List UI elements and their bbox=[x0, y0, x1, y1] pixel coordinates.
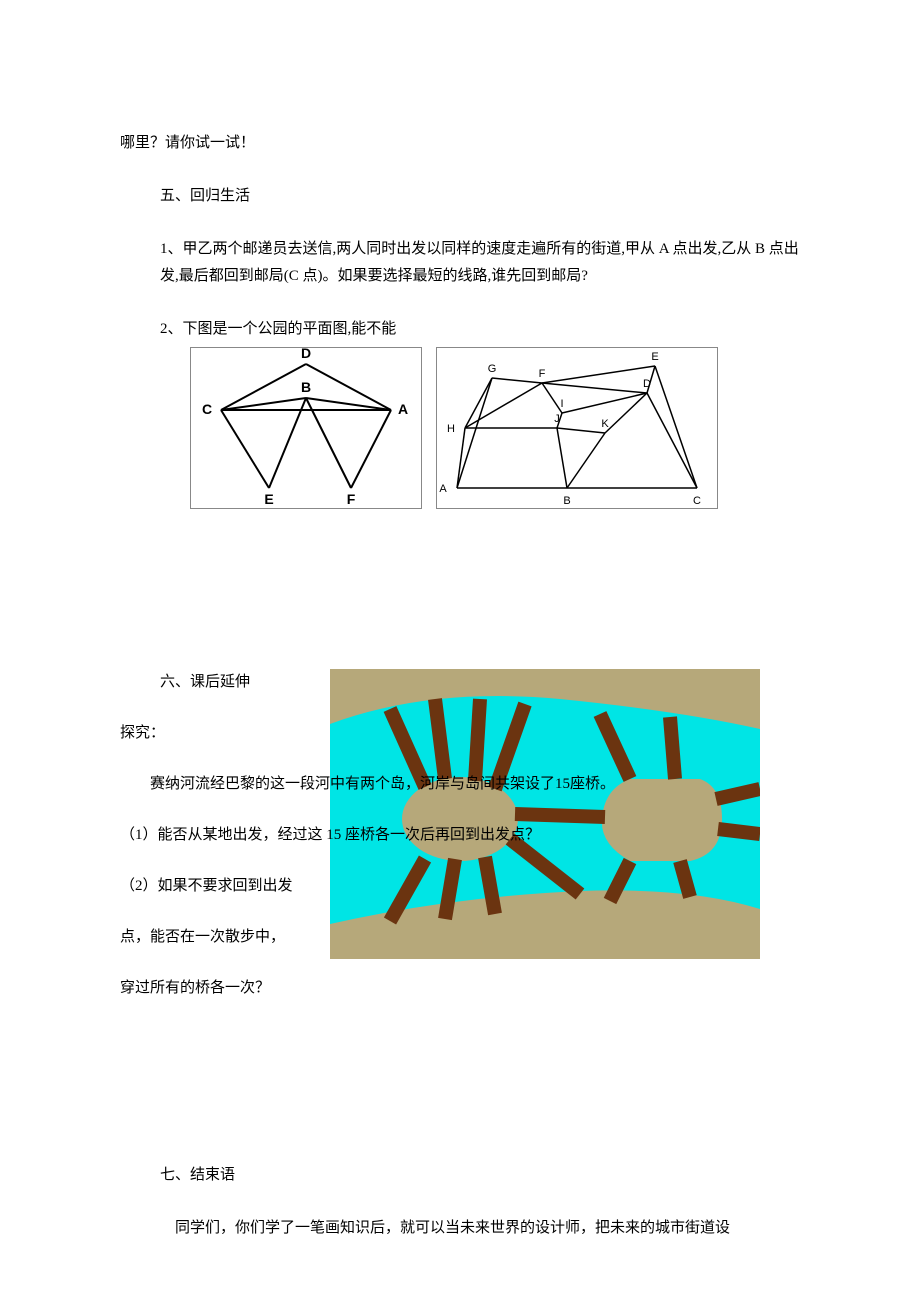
document-page: 哪里？请你试一试！ 五、回归生活 1、甲乙两个邮递员去送信,两人同时出发以同样的… bbox=[0, 0, 920, 1308]
svg-text:D: D bbox=[301, 348, 311, 361]
top-fragment: 哪里？请你试一试！ bbox=[120, 130, 810, 157]
svg-text:H: H bbox=[447, 423, 455, 435]
svg-text:E: E bbox=[264, 491, 273, 507]
svg-text:K: K bbox=[601, 418, 609, 430]
svg-text:A: A bbox=[439, 483, 447, 495]
figure-2-graph-park: A B C H G F E D IJ K bbox=[436, 347, 718, 509]
svg-text:C: C bbox=[693, 495, 701, 507]
svg-text:F: F bbox=[539, 368, 546, 380]
section-6-title: 六、课后延伸 bbox=[160, 669, 810, 696]
svg-text:F: F bbox=[347, 491, 356, 507]
section-6-p4: 点，能否在一次散步中， bbox=[120, 924, 810, 951]
section-6-p2: （1）能否从某地出发，经过这 15 座桥各一次后再回到出发点？ bbox=[120, 822, 810, 849]
svg-text:A: A bbox=[398, 401, 408, 417]
svg-text:G: G bbox=[488, 363, 497, 375]
section-5-title: 五、回归生活 bbox=[160, 183, 810, 210]
figure-2-svg: A B C H G F E D IJ K bbox=[437, 348, 717, 508]
section-6-block: 六、课后延伸 探究： 赛纳河流经巴黎的这一段河中有两个岛，河岸与岛间共架设了15… bbox=[120, 669, 810, 1002]
svg-text:E: E bbox=[651, 351, 658, 363]
svg-text:C: C bbox=[202, 401, 212, 417]
figure-1-graph-abcdef: D B C A E F bbox=[190, 347, 422, 509]
section-6-p5: 穿过所有的桥各一次？ bbox=[120, 975, 810, 1002]
spacer-2 bbox=[120, 1026, 810, 1136]
river-svg bbox=[330, 669, 760, 959]
spacer bbox=[120, 519, 810, 629]
section-5-q1: 1、甲乙两个邮递员去送信,两人同时出发以同样的速度走遍所有的街道,甲从 A 点出… bbox=[160, 236, 810, 290]
svg-text:J: J bbox=[554, 413, 560, 425]
svg-text:I: I bbox=[560, 398, 563, 410]
section-6-p1: 赛纳河流经巴黎的这一段河中有两个岛，河岸与岛间共架设了15座桥。 bbox=[120, 771, 810, 798]
river-figure bbox=[330, 669, 760, 959]
section-6-sub: 探究： bbox=[120, 720, 810, 747]
svg-text:B: B bbox=[301, 379, 311, 395]
figures-row: D B C A E F A B C H G F E D IJ K bbox=[190, 347, 810, 509]
section-5-q2: 2、下图是一个公园的平面图,能不能 bbox=[160, 316, 810, 343]
section-7-p1: 同学们，你们学了一笔画知识后，就可以当未来世界的设计师，把未来的城市街道设 bbox=[160, 1215, 810, 1242]
svg-text:D: D bbox=[643, 378, 651, 390]
figure-1-svg: D B C A E F bbox=[191, 348, 421, 508]
section-6-p3: （2）如果不要求回到出发 bbox=[120, 873, 810, 900]
section-7-title: 七、结束语 bbox=[160, 1162, 810, 1189]
svg-text:B: B bbox=[563, 495, 570, 507]
